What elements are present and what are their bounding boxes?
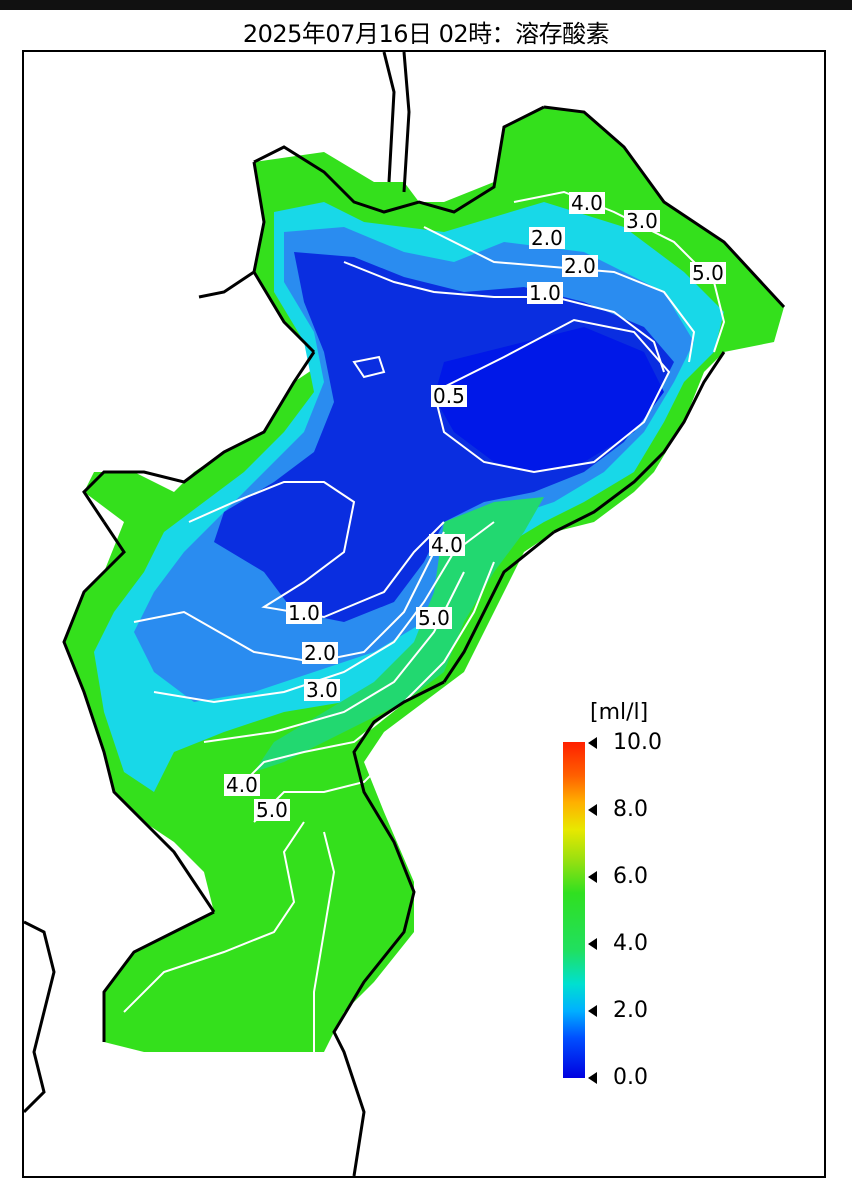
tick-arrow-icon — [588, 804, 597, 816]
tick-arrow-icon — [588, 1072, 597, 1084]
tick-arrow-icon — [588, 1005, 597, 1017]
tick-arrow-icon — [588, 871, 597, 883]
contour-label: 4.0 — [429, 533, 465, 557]
legend-tick: 2.0 — [588, 999, 648, 1023]
tick-arrow-icon — [588, 938, 597, 950]
mid-green-band — [254, 497, 544, 772]
contour-label: 5.0 — [254, 798, 290, 822]
contour-label: 1.0 — [527, 281, 563, 305]
tick-arrow-icon — [588, 737, 597, 749]
contour-label: 1.0 — [286, 601, 322, 625]
contour-label: 4.0 — [569, 191, 605, 215]
dissolved-oxygen-map — [24, 52, 786, 1176]
top-bar — [0, 0, 852, 10]
legend-tick: 8.0 — [588, 798, 648, 822]
contour-lines — [123, 190, 726, 1052]
legend-tick: 10.0 — [588, 731, 662, 755]
contour-label: 5.0 — [690, 261, 726, 285]
contour-label: 4.0 — [224, 773, 260, 797]
contour-label: 3.0 — [304, 678, 340, 702]
contour-label: 5.0 — [416, 606, 452, 630]
map-title: 2025年07月16日 02時：溶存酸素 — [242, 20, 610, 48]
legend-tick: 6.0 — [588, 865, 648, 889]
contour-label: 3.0 — [624, 209, 660, 233]
map-frame: 4.0 3.0 2.0 2.0 1.0 5.0 0.5 4.0 5.0 1.0 … — [22, 50, 826, 1178]
coastline — [24, 52, 786, 1176]
contour-label: 2.0 — [529, 226, 565, 250]
legend-tick: 4.0 — [588, 932, 648, 956]
legend-tick: 0.0 — [588, 1066, 648, 1090]
color-scale-bar — [563, 742, 585, 1078]
contour-label: 0.5 — [431, 384, 467, 408]
contour-label: 2.0 — [302, 641, 338, 665]
contour-label: 2.0 — [562, 254, 598, 278]
legend-unit: [ml/l] — [590, 700, 649, 725]
